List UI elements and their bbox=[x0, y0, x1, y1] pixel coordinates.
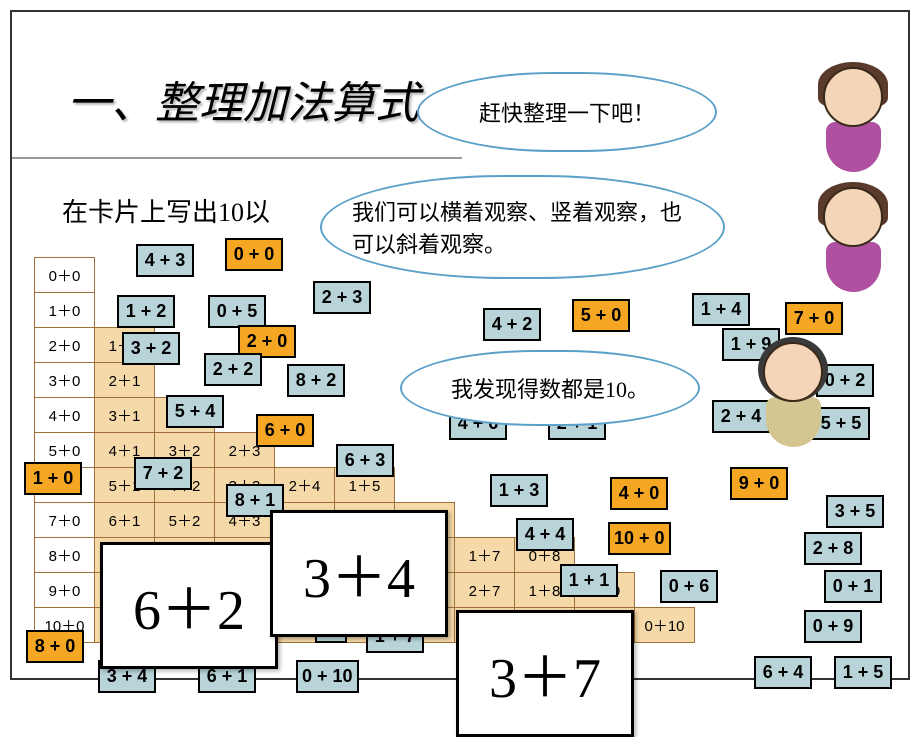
equation-card: 1 + 1 bbox=[560, 564, 618, 597]
big-equation-card: 6＋2 bbox=[100, 542, 278, 669]
equation-card: 10 + 0 bbox=[608, 522, 671, 555]
equation-card: 8 + 2 bbox=[287, 364, 345, 397]
table-cell: 3＋1 bbox=[95, 398, 155, 433]
page-frame: 一、整理加法算式 在卡片上写出10以 赶快整理一下吧！ 我们可以横着观察、竖着观… bbox=[10, 10, 910, 680]
table-header-cell: 7＋0 bbox=[35, 503, 95, 538]
table-header-cell: 0＋0 bbox=[35, 258, 95, 293]
table-header-cell: 1＋0 bbox=[35, 293, 95, 328]
equation-card: 3 + 5 bbox=[826, 495, 884, 528]
table-cell: 0＋10 bbox=[635, 608, 695, 643]
equation-card: 4 + 0 bbox=[610, 477, 668, 510]
equation-card: 6 + 3 bbox=[336, 444, 394, 477]
equation-card: 2 + 3 bbox=[313, 281, 371, 314]
section-title: 一、整理加法算式 bbox=[67, 67, 419, 131]
table-header-cell: 8＋0 bbox=[35, 538, 95, 573]
equation-card: 1 + 2 bbox=[117, 295, 175, 328]
big-equation-card: 3＋7 bbox=[456, 610, 634, 737]
teacher-character-2 bbox=[823, 187, 883, 292]
equation-card: 9 + 0 bbox=[730, 467, 788, 500]
speech-bubble-3: 我发现得数都是10。 bbox=[400, 350, 700, 426]
equation-card: 0 + 0 bbox=[225, 238, 283, 271]
table-cell: 1＋7 bbox=[455, 538, 515, 573]
equation-card: 4 + 3 bbox=[136, 244, 194, 277]
teacher-character-1 bbox=[823, 67, 883, 172]
subtitle-text: 在卡片上写出10以 bbox=[62, 192, 270, 229]
equation-card: 7 + 2 bbox=[134, 457, 192, 490]
table-cell: 6＋1 bbox=[95, 503, 155, 538]
equation-card: 5 + 4 bbox=[166, 395, 224, 428]
horizontal-rule bbox=[12, 157, 462, 159]
equation-card: 6 + 4 bbox=[754, 656, 812, 689]
equation-card: 2 + 8 bbox=[804, 532, 862, 565]
equation-card: 0 + 6 bbox=[660, 570, 718, 603]
equation-card: 7 + 0 bbox=[785, 302, 843, 335]
table-cell: 5＋2 bbox=[155, 503, 215, 538]
equation-card: 8 + 0 bbox=[26, 630, 84, 663]
equation-card: 1 + 3 bbox=[490, 474, 548, 507]
equation-card: 2 + 4 bbox=[712, 400, 770, 433]
table-header-cell: 3＋0 bbox=[35, 363, 95, 398]
table-cell: 2＋7 bbox=[455, 573, 515, 608]
equation-card: 0 + 10 bbox=[296, 660, 359, 693]
equation-card: 6 + 0 bbox=[256, 414, 314, 447]
equation-card: 1 + 4 bbox=[692, 293, 750, 326]
equation-card: 1 + 0 bbox=[24, 462, 82, 495]
equation-card: 4 + 2 bbox=[483, 308, 541, 341]
equation-card: 5 + 0 bbox=[572, 299, 630, 332]
equation-card: 3 + 2 bbox=[122, 332, 180, 365]
equation-card: 1 + 5 bbox=[834, 656, 892, 689]
table-header-cell: 2＋0 bbox=[35, 328, 95, 363]
table-header-cell: 4＋0 bbox=[35, 398, 95, 433]
student-character bbox=[763, 342, 823, 447]
equation-card: 2 + 2 bbox=[204, 353, 262, 386]
speech-bubble-2: 我们可以横着观察、竖着观察，也可以斜着观察。 bbox=[320, 175, 725, 279]
speech-bubble-1: 赶快整理一下吧！ bbox=[417, 72, 717, 152]
equation-card: 0 + 1 bbox=[824, 570, 882, 603]
equation-card: 0 + 9 bbox=[804, 610, 862, 643]
table-cell: 2＋1 bbox=[95, 363, 155, 398]
table-header-cell: 9＋0 bbox=[35, 573, 95, 608]
big-equation-card: 3＋4 bbox=[270, 510, 448, 637]
equation-card: 0 + 5 bbox=[208, 295, 266, 328]
equation-card: 4 + 4 bbox=[516, 518, 574, 551]
